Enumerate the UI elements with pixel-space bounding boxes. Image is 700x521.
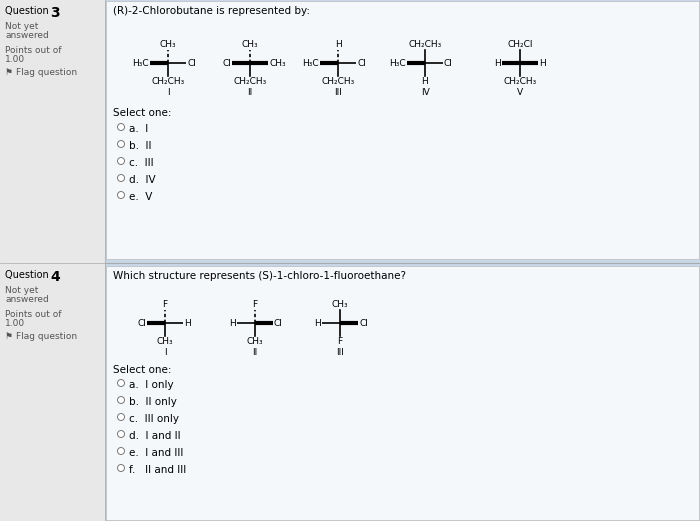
Circle shape [118, 448, 125, 454]
Circle shape [118, 157, 125, 165]
Text: answered: answered [5, 295, 49, 304]
Text: e.  I and III: e. I and III [129, 448, 183, 458]
Text: F: F [253, 300, 258, 309]
Text: 3: 3 [50, 6, 60, 20]
Text: H₃C: H₃C [389, 58, 406, 68]
Text: H₃C: H₃C [302, 58, 319, 68]
Text: a.  I only: a. I only [129, 380, 174, 390]
Circle shape [118, 430, 125, 438]
Text: CH₂CH₃: CH₂CH₃ [503, 77, 537, 86]
Text: H: H [184, 318, 190, 328]
Text: H₃C: H₃C [132, 58, 149, 68]
Text: CH₃: CH₃ [269, 58, 286, 68]
Text: CH₃: CH₃ [246, 337, 263, 346]
Text: H: H [335, 40, 342, 49]
Text: CH₂CH₃: CH₂CH₃ [233, 77, 267, 86]
Text: III: III [336, 348, 344, 357]
Text: CH₃: CH₃ [160, 40, 176, 49]
Text: Not yet: Not yet [5, 286, 38, 295]
Text: H: H [421, 77, 428, 86]
Circle shape [118, 379, 125, 387]
Text: II: II [253, 348, 258, 357]
Text: F: F [337, 337, 342, 346]
Text: ⚑ Flag question: ⚑ Flag question [5, 68, 77, 77]
Bar [106, 266, 699, 520]
Text: d.  IV: d. IV [129, 175, 155, 185]
Text: Points out of: Points out of [5, 310, 62, 319]
Circle shape [118, 396, 125, 403]
Text: answered: answered [5, 31, 49, 40]
Text: 4: 4 [50, 270, 60, 284]
Text: H: H [314, 318, 321, 328]
Circle shape [118, 192, 125, 199]
Text: Points out of: Points out of [5, 46, 62, 55]
Text: Select one:: Select one: [113, 365, 172, 375]
Text: H: H [230, 318, 236, 328]
Text: III: III [334, 88, 342, 97]
Text: Question: Question [5, 6, 52, 16]
Text: I: I [167, 88, 169, 97]
Text: c.  III: c. III [129, 158, 153, 168]
Circle shape [118, 141, 125, 147]
Text: f.   II and III: f. II and III [129, 465, 186, 475]
Text: Cl: Cl [274, 318, 283, 328]
Text: a.  I: a. I [129, 124, 148, 134]
Text: 1.00: 1.00 [5, 55, 25, 64]
Circle shape [118, 175, 125, 181]
Text: Cl: Cl [137, 318, 146, 328]
Text: Cl: Cl [222, 58, 231, 68]
Text: b.  II: b. II [129, 141, 151, 151]
Text: Cl: Cl [444, 58, 453, 68]
Bar [0, 0, 105, 521]
Text: d.  I and II: d. I and II [129, 431, 181, 441]
Circle shape [118, 465, 125, 472]
Text: e.  V: e. V [129, 192, 153, 202]
Text: c.  III only: c. III only [129, 414, 179, 424]
Text: Not yet: Not yet [5, 22, 38, 31]
Circle shape [118, 414, 125, 420]
Text: H: H [494, 58, 501, 68]
Circle shape [118, 123, 125, 130]
Bar [106, 1, 699, 259]
Text: IV: IV [421, 88, 429, 97]
Text: Which structure represents (S)-1-chloro-1-fluoroethane?: Which structure represents (S)-1-chloro-… [113, 271, 406, 281]
Text: Select one:: Select one: [113, 108, 172, 118]
Text: V: V [517, 88, 523, 97]
Text: CH₃: CH₃ [157, 337, 174, 346]
Text: 1.00: 1.00 [5, 319, 25, 328]
Text: (R)-2-Chlorobutane is represented by:: (R)-2-Chlorobutane is represented by: [113, 6, 310, 16]
Text: CH₂CH₃: CH₂CH₃ [321, 77, 355, 86]
Text: CH₂CH₃: CH₂CH₃ [151, 77, 185, 86]
Text: H: H [539, 58, 546, 68]
Text: Question: Question [5, 270, 52, 280]
Text: ⚑ Flag question: ⚑ Flag question [5, 332, 77, 341]
Text: CH₃: CH₃ [332, 300, 349, 309]
Text: Cl: Cl [359, 318, 368, 328]
Text: Cl: Cl [187, 58, 196, 68]
Text: CH₂CH₃: CH₂CH₃ [408, 40, 442, 49]
Text: I: I [164, 348, 167, 357]
Text: CH₂Cl: CH₂Cl [508, 40, 533, 49]
Text: CH₃: CH₃ [241, 40, 258, 49]
Text: F: F [162, 300, 167, 309]
Text: Cl: Cl [357, 58, 366, 68]
Text: II: II [247, 88, 253, 97]
Text: b.  II only: b. II only [129, 397, 177, 407]
